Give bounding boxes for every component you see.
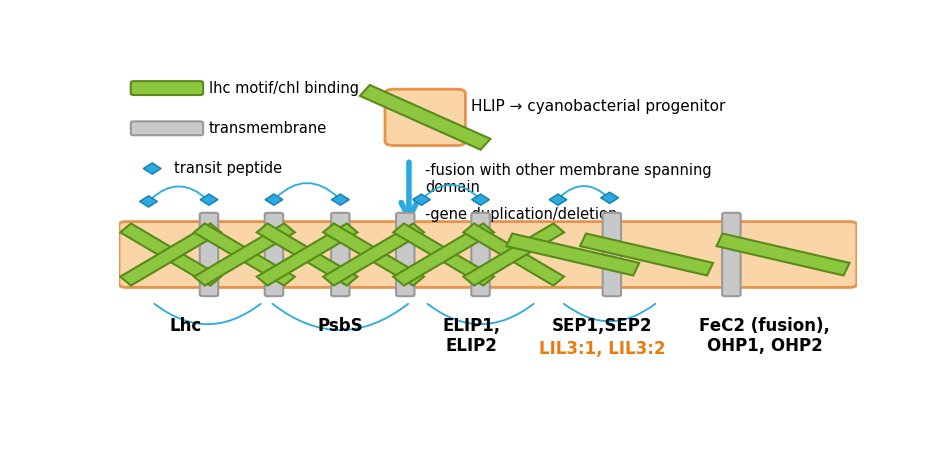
Polygon shape — [393, 223, 494, 285]
Text: transit peptide: transit peptide — [174, 161, 283, 176]
Polygon shape — [393, 223, 494, 285]
FancyBboxPatch shape — [200, 213, 218, 296]
Text: PsbS: PsbS — [318, 317, 363, 335]
Text: transmembrane: transmembrane — [209, 121, 327, 136]
Polygon shape — [120, 223, 221, 285]
Polygon shape — [506, 234, 639, 276]
FancyBboxPatch shape — [396, 213, 414, 296]
Text: HLIP → cyanobacterial progenitor: HLIP → cyanobacterial progenitor — [471, 99, 725, 114]
Text: LIL3:1, LIL3:2: LIL3:1, LIL3:2 — [539, 341, 665, 359]
Text: SEP1,SEP2: SEP1,SEP2 — [552, 317, 652, 335]
Text: FeC2 (fusion),
OHP1, OHP2: FeC2 (fusion), OHP1, OHP2 — [699, 317, 830, 355]
Text: lhc motif/chl binding: lhc motif/chl binding — [209, 81, 359, 95]
Polygon shape — [331, 194, 349, 205]
Polygon shape — [717, 234, 849, 276]
Polygon shape — [194, 223, 295, 285]
Polygon shape — [464, 223, 565, 285]
Polygon shape — [323, 223, 424, 285]
FancyBboxPatch shape — [130, 122, 203, 135]
Polygon shape — [471, 194, 489, 205]
FancyBboxPatch shape — [130, 81, 203, 95]
FancyBboxPatch shape — [119, 221, 857, 287]
Polygon shape — [257, 223, 358, 285]
FancyBboxPatch shape — [723, 213, 741, 296]
Polygon shape — [580, 234, 713, 276]
Polygon shape — [412, 194, 430, 205]
Polygon shape — [257, 223, 358, 285]
Polygon shape — [323, 223, 424, 285]
Text: ELIP1,
ELIP2: ELIP1, ELIP2 — [443, 317, 501, 355]
FancyBboxPatch shape — [603, 213, 621, 296]
Polygon shape — [265, 194, 283, 205]
Polygon shape — [601, 192, 619, 203]
Polygon shape — [360, 85, 490, 150]
Polygon shape — [464, 223, 565, 285]
Polygon shape — [549, 194, 567, 205]
Text: -gene duplication/deletion: -gene duplication/deletion — [426, 207, 618, 222]
FancyBboxPatch shape — [471, 213, 489, 296]
Polygon shape — [140, 196, 157, 207]
Polygon shape — [200, 194, 218, 205]
Text: Lhc: Lhc — [169, 317, 202, 335]
Polygon shape — [194, 223, 295, 285]
Text: -fusion with other membrane spanning
domain: -fusion with other membrane spanning dom… — [426, 163, 712, 196]
FancyBboxPatch shape — [331, 213, 349, 296]
Polygon shape — [143, 163, 161, 174]
Polygon shape — [120, 223, 221, 285]
FancyBboxPatch shape — [385, 89, 466, 145]
FancyBboxPatch shape — [265, 213, 283, 296]
